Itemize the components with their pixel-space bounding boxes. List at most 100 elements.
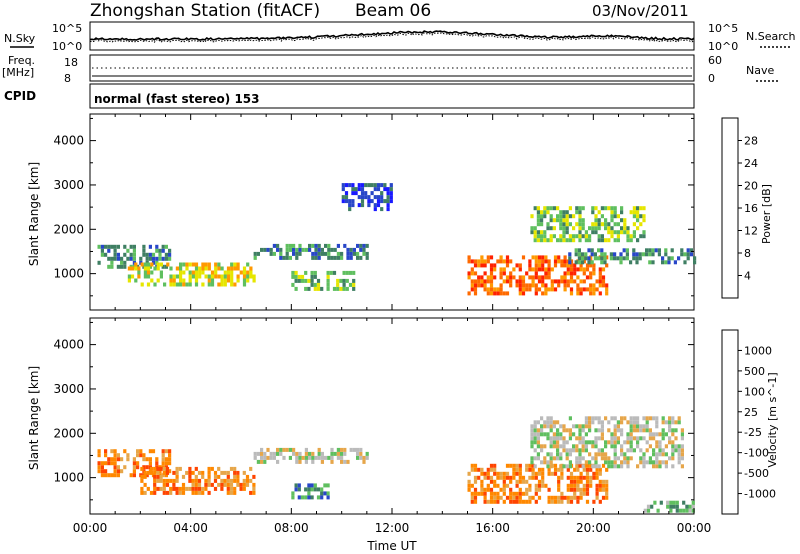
heatmap-cell xyxy=(162,482,166,487)
heatmap-cell xyxy=(304,455,308,460)
heatmap-cell xyxy=(588,416,592,421)
heatmap-cell xyxy=(493,263,497,268)
heatmap-cell xyxy=(579,475,583,480)
heatmap-cell xyxy=(158,252,162,257)
heatmap-cell xyxy=(242,282,247,287)
heatmap-cell xyxy=(658,448,662,453)
heatmap-cell xyxy=(589,283,593,288)
heatmap-cell xyxy=(317,251,321,256)
heatmap-cell xyxy=(588,226,592,231)
heatmap-cell xyxy=(493,483,497,488)
heatmap-cell xyxy=(549,464,553,469)
heatmap-cell xyxy=(652,452,656,457)
heatmap-cell xyxy=(642,218,646,223)
heatmap-cell xyxy=(288,247,292,252)
heatmap-cell xyxy=(285,251,289,256)
heatmap-cell xyxy=(132,244,136,249)
heatmap-cell xyxy=(499,275,503,280)
heatmap-cell xyxy=(201,266,205,271)
heatmap-cell xyxy=(576,275,580,280)
heatmap-cell xyxy=(489,467,494,472)
heatmap-cell xyxy=(632,416,636,421)
heatmap-cell xyxy=(544,259,548,264)
heatmap-cell xyxy=(505,263,510,268)
heatmap-cell xyxy=(316,282,321,287)
heatmap-cell xyxy=(680,428,684,433)
heatmap-cell xyxy=(661,256,665,261)
heatmap-cell xyxy=(493,291,497,296)
heatmap-cell xyxy=(223,282,227,287)
heatmap-cell xyxy=(473,467,478,472)
heatmap-cell xyxy=(518,275,522,280)
heatmap-cell xyxy=(607,460,611,465)
heatmap-cell xyxy=(269,455,273,460)
heatmap-cell xyxy=(143,262,147,267)
heatmap-cell xyxy=(168,453,172,458)
heatmap-cell xyxy=(207,474,211,479)
heatmap-cell xyxy=(100,473,104,478)
heatmap-cell xyxy=(568,222,572,227)
heatmap-cell xyxy=(364,183,368,188)
heatmap-cell xyxy=(175,478,179,483)
heatmap-cell xyxy=(549,456,553,461)
heatmap-cell xyxy=(297,483,301,488)
heatmap-cell xyxy=(210,270,215,275)
heatmap-cell xyxy=(142,457,146,462)
heatmap-cell xyxy=(585,483,590,488)
heatmap-cell xyxy=(242,486,246,491)
heatmap-cell xyxy=(343,451,347,456)
heatmap-cell xyxy=(543,230,547,235)
heatmap-cell xyxy=(380,191,384,196)
heatmap-cell xyxy=(515,279,519,284)
heatmap-cell xyxy=(680,464,684,469)
heatmap-cell xyxy=(168,457,172,462)
heatmap-cell xyxy=(146,274,151,279)
heatmap-cell xyxy=(620,230,624,235)
heatmap-cell xyxy=(380,195,384,200)
heatmap-cell xyxy=(645,416,649,421)
heatmap-cell xyxy=(473,499,478,504)
heatmap-cell xyxy=(579,279,583,284)
heatmap-cell xyxy=(493,275,497,280)
heatmap-cell xyxy=(585,263,590,268)
heatmap-cell xyxy=(210,482,214,487)
heatmap-cell xyxy=(373,187,377,192)
heatmap-cell xyxy=(568,252,572,257)
heatmap-cell xyxy=(204,486,208,491)
heatmap-cell xyxy=(389,195,393,200)
heatmap-cell xyxy=(148,449,152,454)
heatmap-cell xyxy=(569,275,574,280)
heatmap-cell xyxy=(579,495,583,500)
xtick-label: 16:00 xyxy=(475,521,510,535)
heatmap-cell xyxy=(316,278,321,283)
heatmap-cell xyxy=(657,252,661,257)
heatmap-cell xyxy=(626,226,630,231)
colorbar-tick-label: 16 xyxy=(744,202,758,215)
heatmap-cell xyxy=(159,262,163,267)
heatmap-cell xyxy=(607,428,611,433)
heatmap-cell xyxy=(191,262,195,267)
heatmap-cell xyxy=(104,453,108,458)
heatmap-cell xyxy=(480,275,484,280)
heatmap-cell xyxy=(528,499,532,504)
heatmap-cell xyxy=(546,436,550,441)
heatmap-cell xyxy=(348,203,352,208)
heatmap-cell xyxy=(531,467,535,472)
heatmap-cell xyxy=(233,262,237,267)
heatmap-cell xyxy=(146,266,151,271)
heatmap-cell xyxy=(536,222,540,227)
heatmap-cell xyxy=(489,283,494,288)
heatmap-cell xyxy=(207,470,211,475)
heatmap-cell xyxy=(129,256,133,261)
heatmap-cell xyxy=(172,486,176,491)
heatmap-cell xyxy=(155,248,159,253)
heatmap-cell xyxy=(569,287,574,292)
heatmap-cell xyxy=(298,247,302,252)
heatmap-cell xyxy=(543,444,547,449)
heatmap-cell xyxy=(578,230,582,235)
heatmap-cell xyxy=(113,449,117,454)
heatmap-cell xyxy=(316,495,321,500)
heatmap-cell xyxy=(605,491,609,496)
heatmap-cell xyxy=(610,234,614,239)
heatmap-cell xyxy=(541,291,545,296)
